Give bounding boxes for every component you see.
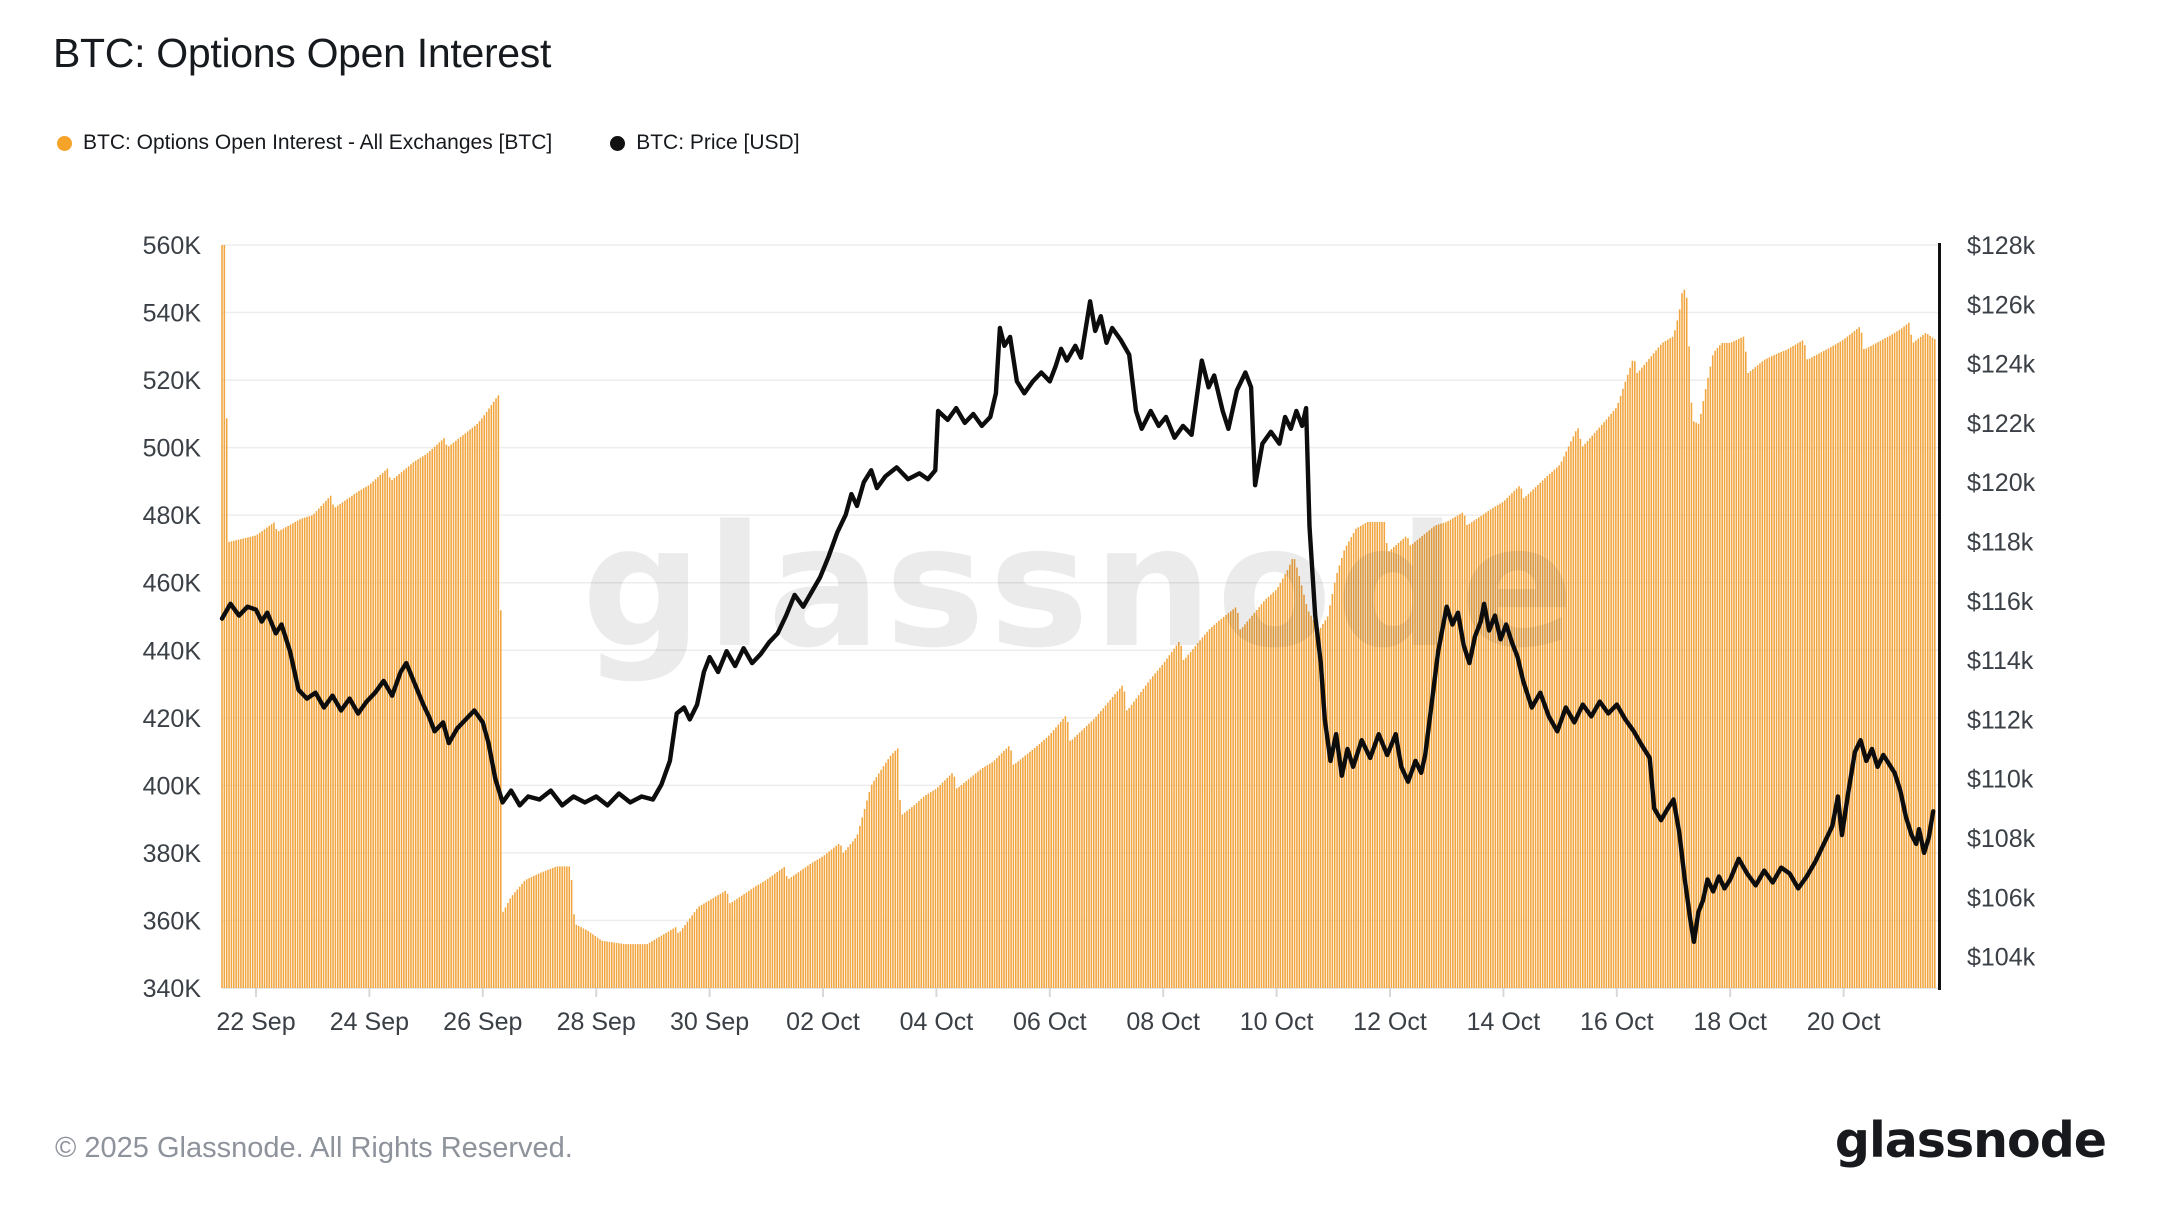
price-line	[219, 299, 1936, 944]
legend-item-open-interest[interactable]: BTC: Options Open Interest - All Exchang…	[57, 131, 552, 155]
svg-text:06 Oct: 06 Oct	[1013, 1008, 1087, 1036]
svg-text:$126k: $126k	[1967, 291, 2036, 319]
svg-text:520K: 520K	[143, 367, 202, 395]
svg-text:380K: 380K	[143, 840, 202, 868]
svg-text:$122k: $122k	[1967, 410, 2036, 438]
svg-text:$104k: $104k	[1967, 944, 2036, 972]
svg-text:$120k: $120k	[1967, 469, 2036, 497]
svg-text:14 Oct: 14 Oct	[1467, 1008, 1541, 1036]
svg-text:$116k: $116k	[1967, 588, 2034, 616]
svg-text:$112k: $112k	[1967, 706, 2034, 734]
svg-text:460K: 460K	[143, 570, 202, 598]
svg-text:440K: 440K	[143, 637, 202, 665]
svg-text:$118k: $118k	[1967, 529, 2034, 557]
legend-label-open-interest: BTC: Options Open Interest - All Exchang…	[83, 131, 553, 154]
open-interest-bars	[221, 245, 1936, 989]
svg-text:500K: 500K	[143, 435, 202, 463]
svg-text:480K: 480K	[143, 502, 202, 530]
svg-text:420K: 420K	[143, 705, 202, 733]
svg-text:400K: 400K	[143, 772, 202, 800]
page-title: BTC: Options Open Interest	[53, 30, 552, 76]
y-axis-right-labels: $128k $126k $124k $122k $120k $118k $116k $114k…	[1967, 232, 2036, 972]
gridlines	[222, 244, 1939, 989]
legend: BTC: Options Open Interest - All Exchang…	[57, 131, 800, 155]
svg-text:12 Oct: 12 Oct	[1353, 1008, 1427, 1036]
svg-text:22 Sep: 22 Sep	[216, 1008, 295, 1036]
svg-text:560K: 560K	[143, 232, 202, 260]
svg-text:16 Oct: 16 Oct	[1580, 1008, 1654, 1036]
svg-text:540K: 540K	[143, 300, 202, 328]
x-axis-ticks	[255, 988, 1845, 997]
axes	[222, 243, 1941, 990]
svg-text:360K: 360K	[143, 907, 202, 935]
y-axis-left-labels: 560K 540K 520K 500K 480K 460K 440K 420K 400K 380K…	[143, 232, 202, 1003]
x-axis-labels: 22 Sep 24 Sep 26 Sep 28 Sep 30 Sep 02 Oct 04 O…	[216, 1008, 1880, 1036]
svg-text:$128k: $128k	[1967, 232, 2036, 260]
svg-text:20 Oct: 20 Oct	[1807, 1008, 1881, 1036]
svg-text:04 Oct: 04 Oct	[900, 1008, 974, 1036]
svg-text:30 Sep: 30 Sep	[670, 1008, 749, 1036]
svg-text:28 Sep: 28 Sep	[557, 1008, 636, 1036]
price-swatch-icon	[610, 135, 626, 151]
svg-text:$108k: $108k	[1967, 825, 2036, 853]
svg-text:$110k: $110k	[1967, 766, 2034, 794]
svg-text:$124k: $124k	[1967, 351, 2036, 379]
svg-text:26 Sep: 26 Sep	[443, 1008, 522, 1036]
footer-copyright: © 2025 Glassnode. All Rights Reserved.	[55, 1132, 573, 1164]
svg-text:10 Oct: 10 Oct	[1240, 1008, 1314, 1036]
svg-text:340K: 340K	[143, 975, 202, 1003]
legend-item-price[interactable]: BTC: Price [USD]	[610, 131, 800, 155]
legend-label-price: BTC: Price [USD]	[636, 131, 800, 154]
glassnode-logo[interactable]: glassnode	[1834, 1112, 2107, 1169]
svg-text:18 Oct: 18 Oct	[1693, 1008, 1767, 1036]
svg-text:24 Sep: 24 Sep	[330, 1008, 409, 1036]
svg-text:08 Oct: 08 Oct	[1126, 1008, 1200, 1036]
svg-text:$114k: $114k	[1967, 647, 2034, 675]
svg-text:02 Oct: 02 Oct	[786, 1008, 860, 1036]
svg-text:$106k: $106k	[1967, 884, 2036, 912]
open-interest-swatch-icon	[57, 135, 72, 151]
